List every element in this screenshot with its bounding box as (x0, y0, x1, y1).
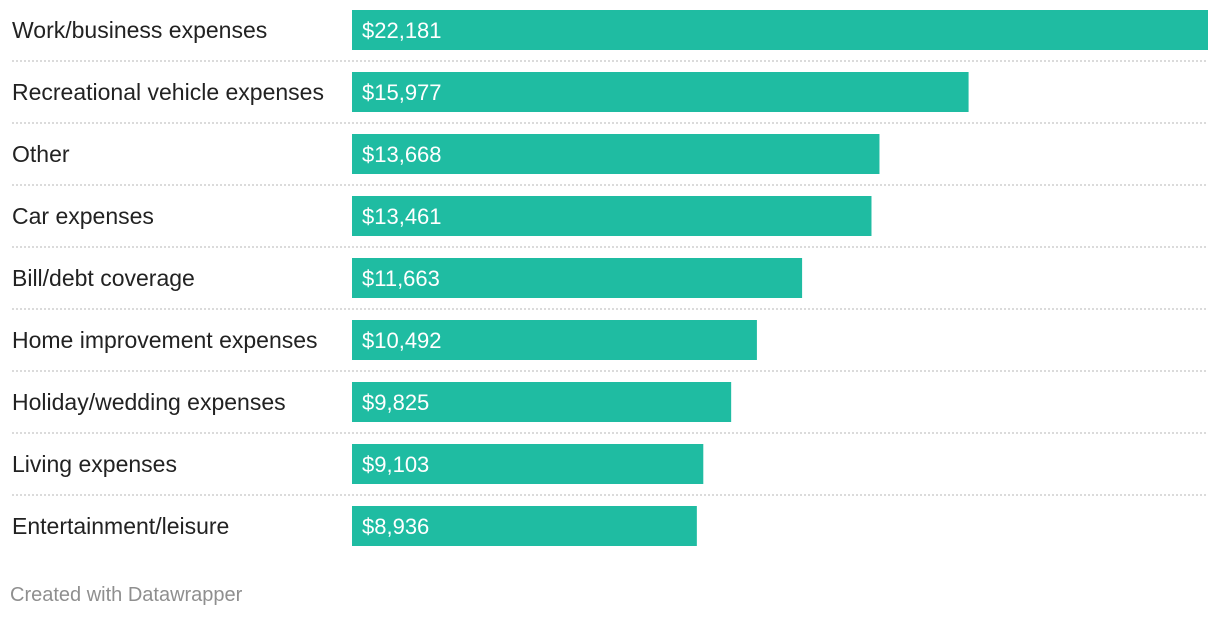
bar (352, 382, 732, 422)
bar-row: Car expenses $13,461 (12, 196, 1208, 248)
value-label: $9,103 (362, 452, 429, 477)
bar (352, 10, 1208, 50)
bar-row: Work/business expenses $22,181 (12, 10, 1208, 62)
category-label: Bill/debt coverage (12, 265, 195, 291)
value-label: $10,492 (362, 328, 442, 353)
value-label: $13,668 (362, 142, 442, 167)
value-label: $15,977 (362, 80, 442, 105)
category-label: Home improvement expenses (12, 327, 318, 353)
bar (352, 444, 704, 484)
bar (352, 72, 969, 112)
bar-row: Entertainment/leisure $8,936 (12, 506, 697, 546)
category-label: Recreational vehicle expenses (12, 79, 324, 105)
bar (352, 134, 880, 174)
value-label: $8,936 (362, 514, 429, 539)
bar-row: Living expenses $9,103 (12, 444, 1208, 496)
bar-row: Bill/debt coverage $11,663 (12, 258, 1208, 310)
chart-credit[interactable]: Created with Datawrapper (10, 584, 243, 606)
bar (352, 258, 803, 298)
bar-row: Recreational vehicle expenses $15,977 (12, 72, 1208, 124)
category-label: Other (12, 141, 70, 167)
value-label: $13,461 (362, 204, 442, 229)
bar (352, 196, 872, 236)
category-label: Entertainment/leisure (12, 513, 229, 539)
category-label: Work/business expenses (12, 17, 267, 43)
chart-rows: Work/business expenses $22,181 Recreationa… (12, 10, 1208, 546)
category-label: Car expenses (12, 203, 154, 229)
bar-row: Other $13,668 (12, 134, 1208, 186)
bar-row: Home improvement expenses $10,492 (12, 320, 1208, 372)
category-label: Holiday/wedding expenses (12, 389, 286, 415)
bar (352, 320, 757, 360)
bar-row: Holiday/wedding expenses $9,825 (12, 382, 1208, 434)
value-label: $11,663 (362, 266, 440, 291)
value-label: $9,825 (362, 390, 429, 415)
value-label: $22,181 (362, 18, 442, 43)
category-label: Living expenses (12, 451, 177, 477)
bar (352, 506, 697, 546)
